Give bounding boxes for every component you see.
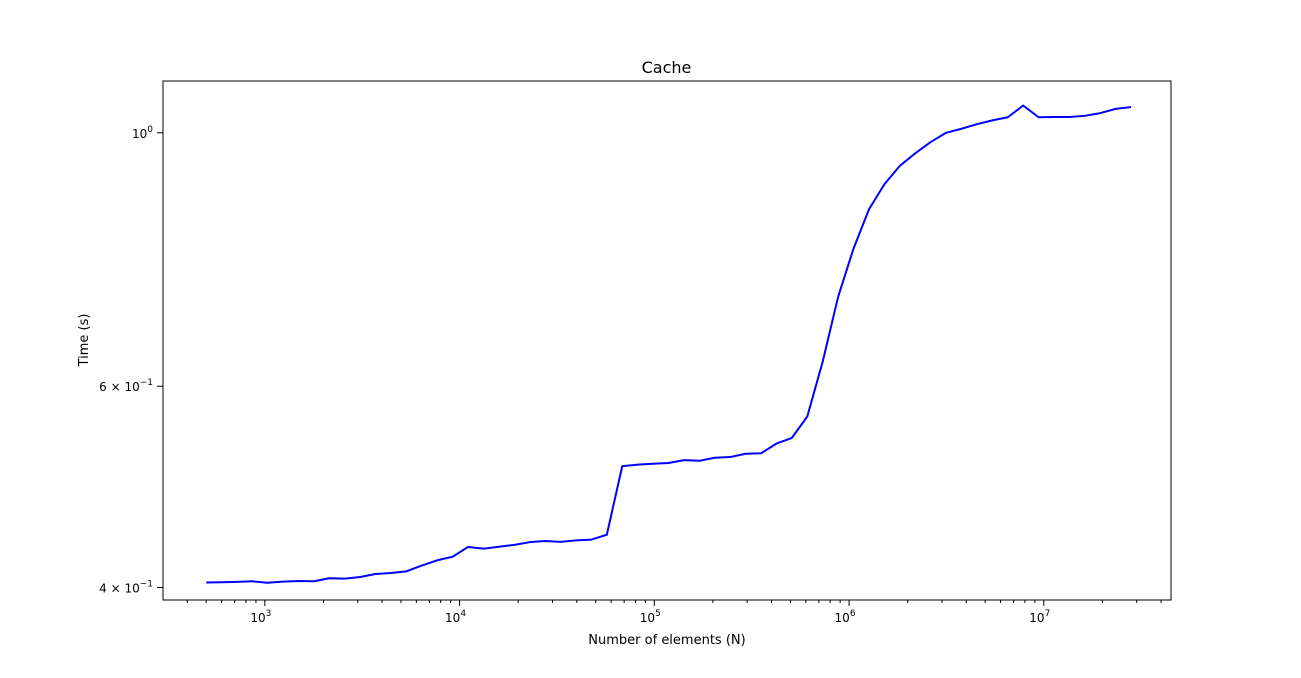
x-tick-label: 106: [835, 609, 856, 625]
x-tick-label: 104: [445, 609, 466, 625]
x-axis-label: Number of elements (N): [588, 633, 745, 648]
x-tick-label: 107: [1029, 609, 1050, 625]
y-axis-label: Time (s): [77, 314, 92, 368]
y-axis-ticks: 4 × 10−1 6 × 10−1 100: [99, 125, 163, 595]
x-tick-label: 105: [640, 609, 661, 625]
plot-frame: [162, 80, 1172, 601]
chart-title: Cache: [642, 58, 692, 77]
x-tick-label: 103: [250, 609, 271, 625]
y-tick-label: 4 × 10−1: [99, 579, 153, 595]
y-tick-label: 100: [132, 125, 153, 141]
series-line-cache: [206, 104, 1132, 584]
y-tick-label: 6 × 10−1: [99, 378, 153, 394]
x-axis-ticks: 103 104 105 106 107: [250, 600, 1050, 625]
